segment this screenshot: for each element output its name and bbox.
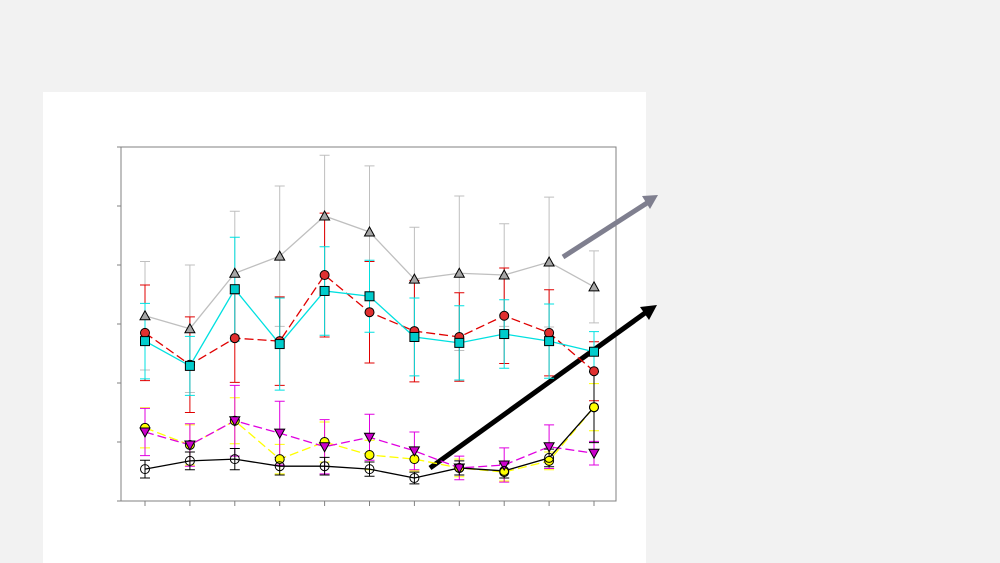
marker bbox=[454, 337, 465, 348]
marker bbox=[274, 454, 285, 465]
marker bbox=[228, 267, 241, 278]
marker bbox=[543, 442, 555, 453]
marker bbox=[408, 446, 421, 457]
marker bbox=[363, 432, 376, 444]
marker bbox=[364, 291, 375, 302]
marker bbox=[408, 273, 421, 284]
marker bbox=[140, 336, 150, 347]
marker bbox=[184, 440, 196, 451]
marker bbox=[453, 267, 466, 278]
marker bbox=[589, 366, 599, 377]
marker bbox=[319, 461, 330, 472]
marker bbox=[498, 460, 511, 472]
marker bbox=[499, 465, 510, 476]
marker bbox=[499, 329, 510, 340]
arrow-head bbox=[642, 195, 658, 209]
marker bbox=[228, 416, 241, 427]
marker bbox=[544, 455, 555, 466]
series-line bbox=[144, 406, 595, 479]
marker bbox=[139, 427, 151, 438]
marker bbox=[229, 333, 240, 344]
marker bbox=[544, 452, 555, 463]
marker bbox=[454, 462, 465, 473]
marker bbox=[588, 448, 600, 460]
marker bbox=[363, 225, 376, 237]
marker bbox=[184, 455, 195, 466]
marker bbox=[498, 269, 511, 280]
marker bbox=[273, 428, 286, 440]
marker bbox=[364, 464, 375, 475]
arrow-head bbox=[640, 305, 657, 320]
marker bbox=[184, 322, 196, 334]
marker bbox=[140, 464, 150, 475]
marker bbox=[409, 331, 420, 342]
arrow bbox=[428, 310, 647, 471]
marker bbox=[544, 336, 555, 347]
marker bbox=[543, 256, 555, 267]
marker bbox=[544, 327, 555, 338]
marker bbox=[319, 270, 330, 281]
arrow bbox=[561, 200, 649, 260]
marker bbox=[589, 402, 599, 413]
marker bbox=[140, 327, 150, 338]
marker bbox=[409, 472, 420, 483]
slide-panel bbox=[43, 92, 646, 563]
marker bbox=[184, 360, 195, 371]
marker bbox=[318, 210, 331, 221]
marker bbox=[318, 442, 331, 453]
marker bbox=[319, 285, 330, 296]
marker bbox=[273, 250, 286, 261]
marker bbox=[274, 461, 285, 472]
marker bbox=[589, 346, 599, 357]
marker bbox=[274, 339, 285, 350]
marker bbox=[364, 449, 375, 460]
marker bbox=[364, 307, 375, 318]
marker bbox=[139, 309, 151, 321]
marker bbox=[499, 310, 510, 321]
marker bbox=[229, 454, 240, 465]
marker bbox=[588, 280, 600, 292]
marker bbox=[229, 284, 240, 295]
